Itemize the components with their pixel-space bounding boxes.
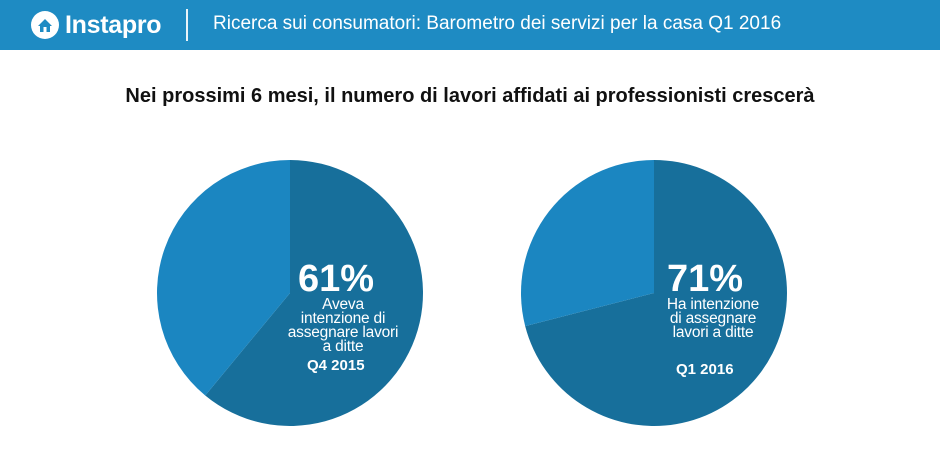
description-line: assegnare lavori [287, 324, 399, 341]
period-label: Q1 2016 [676, 361, 734, 378]
description-line: intenzione di [300, 310, 386, 327]
value-label: 61% [298, 258, 375, 300]
header-title: Ricerca sui consumatori: Barometro dei s… [213, 13, 782, 34]
slice-description: Ha intenzione di assegnare lavori a ditt… [648, 296, 778, 341]
logo-text: Instapro [65, 10, 162, 39]
pie-slice-other [521, 160, 654, 327]
pie-slice-other [156, 160, 290, 396]
description-line: a ditte [322, 338, 364, 355]
header-bar: Instapro Ricerca sui consumatori: Barome… [0, 0, 940, 50]
pie-slice-main [205, 160, 423, 426]
pie-chart-q4-2015 [156, 160, 423, 426]
value-label: 71% [667, 258, 744, 300]
house-logo-icon [31, 11, 59, 39]
description-line: di assegnare [669, 310, 757, 327]
description-line: Aveva [322, 296, 364, 313]
pie-chart-q1-2016 [521, 160, 787, 426]
pie-slice-main [525, 160, 787, 426]
description-line: lavori a ditte [672, 324, 754, 341]
header-divider [186, 9, 188, 41]
slice-description: Aveva intenzione di assegnare lavori a d… [278, 296, 408, 355]
instapro-logo[interactable]: Instapro [30, 8, 162, 42]
period-label: Q4 2015 [307, 357, 365, 374]
description-line: Ha intenzione [666, 296, 760, 313]
chart-title: Nei prossimi 6 mesi, il numero di lavori… [125, 85, 815, 107]
